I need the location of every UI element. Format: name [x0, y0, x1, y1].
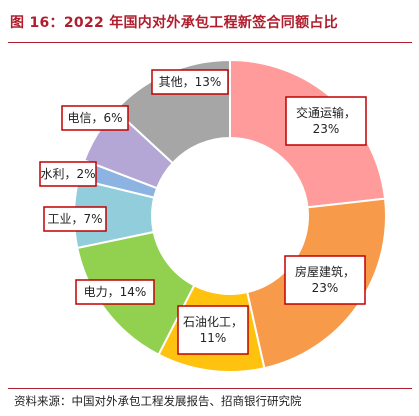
data-label-text: 石油化工， [183, 315, 243, 329]
source-note: 资料来源：中国对外承包工程发展报告、招商银行研究院 [14, 394, 302, 408]
data-label-text: 电力，14% [84, 285, 147, 299]
data-label-text: 23% [312, 281, 339, 295]
data-label-petrochem: 石油化工， 11% [177, 305, 249, 355]
data-label-transport: 交通运输， 23% [285, 96, 367, 146]
data-label-text: 电信，6% [67, 111, 122, 125]
data-label-text: 房屋建筑， [295, 264, 355, 279]
data-label-power: 电力，14% [75, 279, 155, 305]
data-label-telecom: 电信，6% [61, 105, 129, 131]
data-label-text: 工业，7% [47, 212, 102, 226]
data-label-water: 水利，2% [39, 161, 97, 187]
data-label-box [39, 161, 97, 187]
data-label-box [284, 255, 366, 305]
data-label-building: 房屋建筑， 23% [284, 255, 366, 305]
data-label-box [43, 206, 107, 232]
data-label-other: 其他，13% [151, 69, 229, 95]
data-label-box [61, 105, 129, 131]
data-label-text: 11% [200, 331, 227, 345]
donut-chart: 交通运输， 23% 房屋建筑， 23% 石油化工， 11% 电力，14% 工业，7% 水利，2%… [39, 58, 387, 373]
data-label-box [75, 279, 155, 305]
data-label-box [285, 96, 367, 146]
source-divider [8, 388, 412, 389]
chart-title: 图 16：2022 年国内对外承包工程新签合同额占比 [10, 15, 338, 31]
data-label-box [177, 305, 249, 355]
data-label-box [151, 69, 229, 95]
data-label-text: 交通运输， [296, 105, 356, 120]
data-label-text: 23% [313, 122, 340, 136]
labels-group: 交通运输， 23% 房屋建筑， 23% 石油化工， 11% 电力，14% 工业，7% 水利，2%… [39, 69, 367, 355]
data-label-industry: 工业，7% [43, 206, 107, 232]
data-label-text: 水利，2% [40, 167, 95, 181]
data-label-text: 其他，13% [159, 75, 222, 89]
title-divider [8, 42, 412, 43]
